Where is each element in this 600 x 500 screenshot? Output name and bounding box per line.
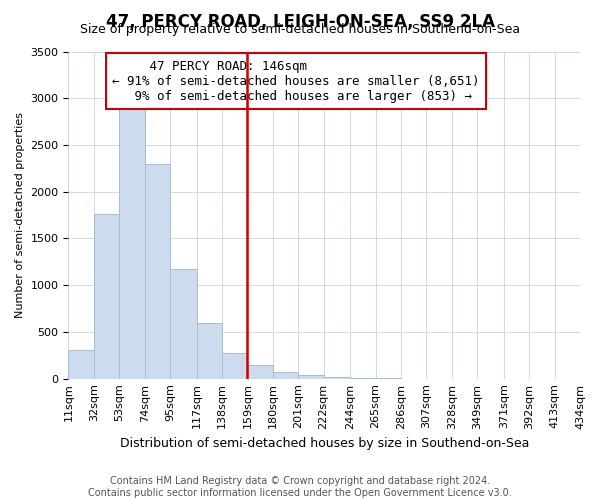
Bar xyxy=(68,350,94,378)
Text: Contains HM Land Registry data © Crown copyright and database right 2024.
Contai: Contains HM Land Registry data © Crown c… xyxy=(88,476,512,498)
Bar xyxy=(197,322,222,378)
Bar xyxy=(273,372,298,378)
Bar xyxy=(145,164,170,378)
Text: 47 PERCY ROAD: 146sqm
← 91% of semi-detached houses are smaller (8,651)
   9% of: 47 PERCY ROAD: 146sqm ← 91% of semi-deta… xyxy=(112,60,479,102)
Bar xyxy=(170,269,197,378)
Bar xyxy=(94,214,119,378)
Text: Size of property relative to semi-detached houses in Southend-on-Sea: Size of property relative to semi-detach… xyxy=(80,22,520,36)
Bar xyxy=(222,352,247,378)
Y-axis label: Number of semi-detached properties: Number of semi-detached properties xyxy=(15,112,25,318)
Bar xyxy=(119,108,145,378)
Bar xyxy=(247,364,273,378)
X-axis label: Distribution of semi-detached houses by size in Southend-on-Sea: Distribution of semi-detached houses by … xyxy=(119,437,529,450)
Text: 47, PERCY ROAD, LEIGH-ON-SEA, SS9 2LA: 47, PERCY ROAD, LEIGH-ON-SEA, SS9 2LA xyxy=(106,12,494,30)
Bar xyxy=(298,375,323,378)
